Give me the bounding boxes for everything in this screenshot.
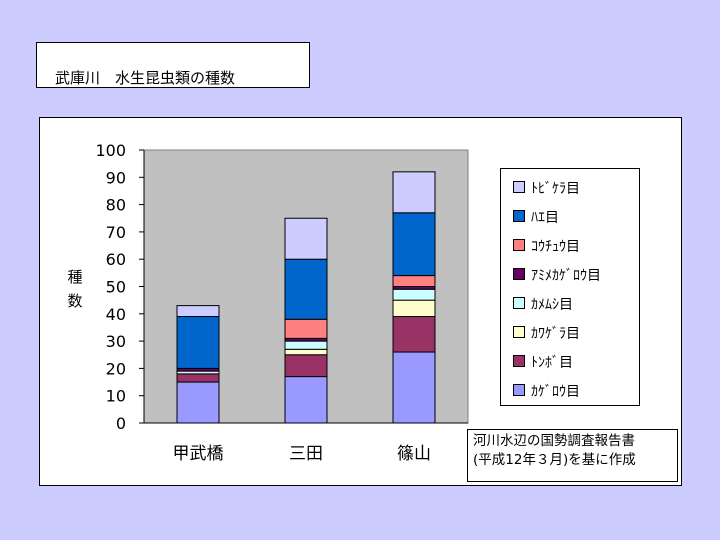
x-tick-label: 三田 (289, 444, 323, 464)
legend-label: ｱﾐﾒｶｹﾞﾛｳ目 (531, 268, 601, 284)
legend-item: ﾄﾋﾞｹﾗ目 (513, 178, 637, 197)
y-tick-label: 10 (106, 387, 126, 406)
y-tick-label: 30 (106, 332, 126, 351)
legend-swatch (513, 326, 525, 338)
chart-title: 武庫川 水生昆虫類の種数 (55, 69, 236, 87)
x-tick-label: 甲武橋 (173, 444, 224, 464)
y-tick-label: 0 (116, 414, 126, 433)
y-tick-label: 50 (106, 278, 126, 297)
bar-segment (176, 373, 220, 383)
legend-label: ｶｹﾞﾛｳ目 (531, 384, 580, 400)
bar-segment (392, 316, 436, 353)
legend-label: ﾊｴ目 (531, 210, 559, 226)
y-tick-label: 80 (106, 196, 126, 215)
source-line-2: (平成12年３月)を基に作成 (473, 452, 636, 468)
bar-segment (284, 217, 328, 260)
legend-item: ｶｹﾞﾛｳ目 (513, 381, 637, 400)
bar-segment (392, 299, 436, 318)
y-axis-label-char: 種 (67, 268, 83, 286)
bar-segment (284, 318, 328, 339)
legend-swatch (513, 239, 525, 251)
bar-segment (392, 288, 436, 301)
legend-swatch (513, 384, 525, 396)
bar-segment (176, 316, 220, 369)
y-tick-label: 90 (106, 168, 126, 187)
legend-item: ｶﾜｹﾞﾗ目 (513, 323, 637, 342)
bar-segment (284, 376, 328, 424)
legend-label: ｶﾜｹﾞﾗ目 (531, 326, 580, 342)
legend-label: ﾄﾋﾞｹﾗ目 (531, 181, 580, 197)
y-tick-label: 100 (95, 141, 126, 160)
y-axis-label-char: 数 (67, 292, 83, 310)
bar-segment (176, 305, 220, 318)
bar-segment (392, 212, 436, 277)
legend-label: ﾄﾝﾎﾞ目 (531, 355, 573, 371)
bar-segment (284, 354, 328, 378)
bar-segment (392, 275, 436, 287)
bar-segment (176, 381, 220, 424)
legend-swatch (513, 355, 525, 367)
y-axis-label: 種数 (65, 265, 85, 313)
y-tick-label: 40 (106, 305, 126, 324)
title-box: 武庫川 水生昆虫類の種数 (36, 42, 310, 88)
bar-segment (392, 351, 436, 424)
legend-swatch (513, 181, 525, 193)
legend-item: ｱﾐﾒｶｹﾞﾛｳ目 (513, 265, 637, 284)
bar-segment (284, 258, 328, 320)
bar-segment (284, 340, 328, 350)
legend-item: ﾊｴ目 (513, 207, 637, 226)
source-note: 河川水辺の国勢調査報告書 (平成12年３月)を基に作成 (467, 429, 678, 482)
legend-swatch (513, 297, 525, 309)
bar-segment (392, 171, 436, 214)
legend-label: ｶﾒﾑｼ目 (531, 297, 573, 313)
legend-label: ｺｳﾁｭｳ目 (531, 239, 580, 255)
legend: ﾄﾋﾞｹﾗ目 ﾊｴ目 ｺｳﾁｭｳ目 ｱﾐﾒｶｹﾞﾛｳ目 ｶﾒﾑｼ目 ｶﾜｹﾞﾗ目 ﾄﾝﾎﾞ目… (500, 168, 640, 406)
bar-segment (284, 348, 328, 356)
x-tick-label: 篠山 (397, 444, 431, 464)
legend-swatch (513, 210, 525, 222)
source-line-1: 河川水辺の国勢調査報告書 (473, 433, 635, 449)
legend-item: ｺｳﾁｭｳ目 (513, 236, 637, 255)
y-tick-label: 70 (106, 223, 126, 242)
legend-item: ﾄﾝﾎﾞ目 (513, 352, 637, 371)
y-tick-label: 20 (106, 359, 126, 378)
y-tick-label: 60 (106, 250, 126, 269)
legend-swatch (513, 268, 525, 280)
legend-item: ｶﾒﾑｼ目 (513, 294, 637, 313)
